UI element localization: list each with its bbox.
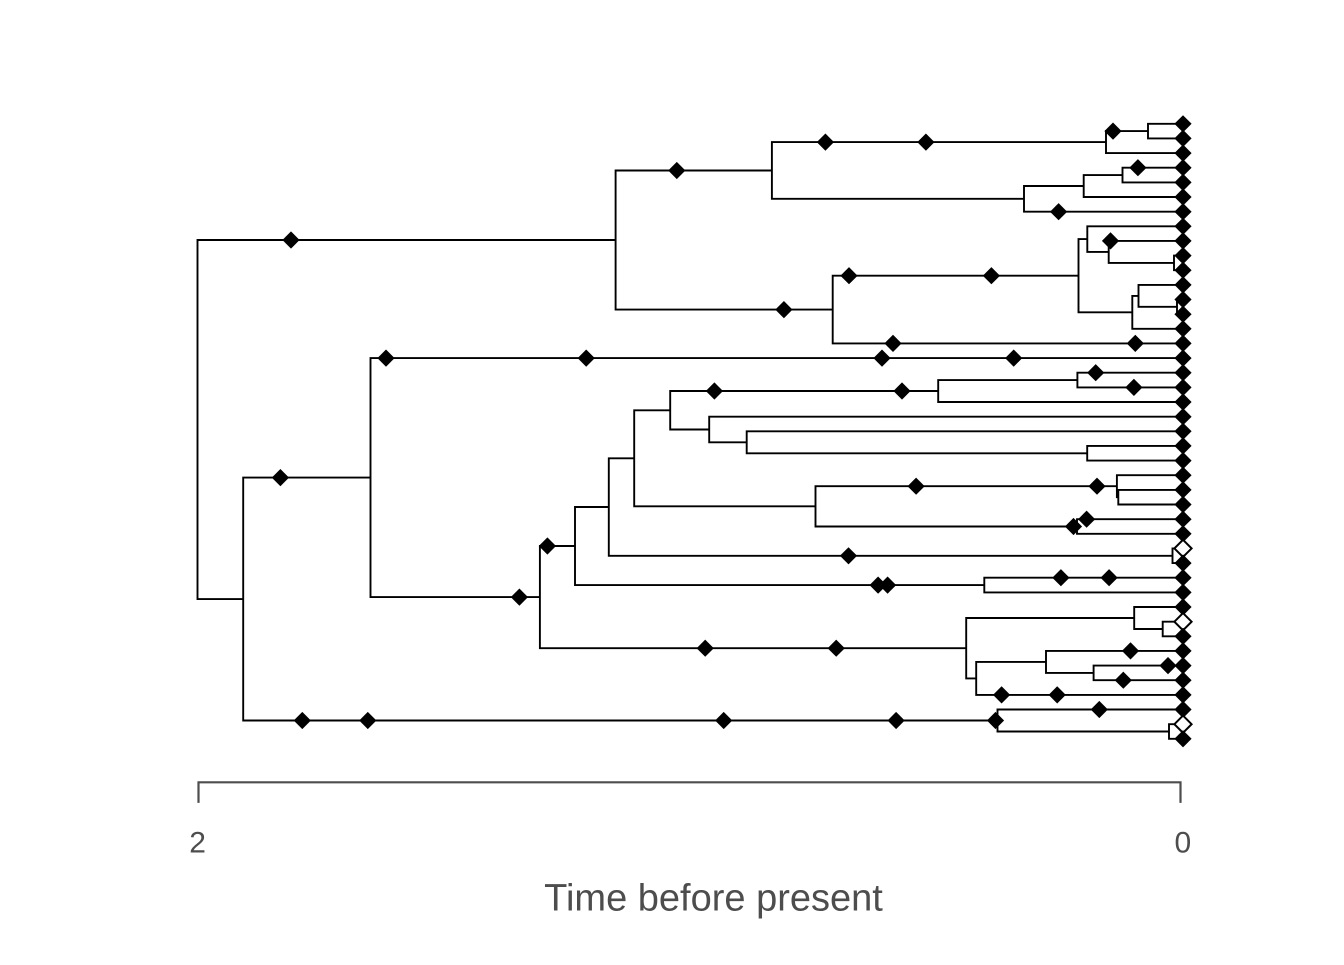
svg-text:0: 0 bbox=[1174, 827, 1191, 860]
svg-text:Time before present: Time before present bbox=[544, 878, 883, 920]
svg-text:2: 2 bbox=[189, 827, 206, 860]
